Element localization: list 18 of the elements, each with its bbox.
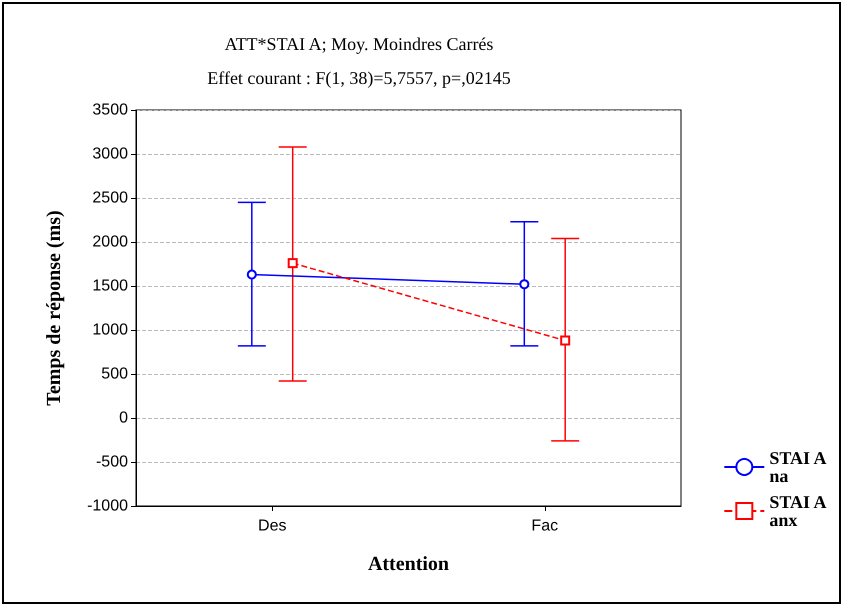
y-tick-label: 2000 — [92, 234, 128, 250]
x-axis-title: Attention — [368, 553, 450, 575]
chart-title: ATT*STAI A; Moy. Moindres Carrés — [224, 34, 494, 54]
y-tick-label: -1000 — [87, 498, 128, 514]
legend-label: STAI A na — [769, 448, 830, 486]
y-axis-title: Temps de réponse (ms) — [43, 210, 65, 406]
x-tick-label: Fac — [531, 518, 558, 534]
y-tick-label: 500 — [101, 366, 128, 382]
y-tick-label: 1500 — [92, 278, 128, 294]
y-tick-label: 0 — [119, 410, 128, 426]
x-tick-label: Des — [258, 518, 286, 534]
chart-subtitle: Effet courant : F(1, 38)=5,7557, p=,02145 — [207, 68, 511, 88]
y-tick-label: 1000 — [92, 322, 128, 338]
legend-label: STAI A anx — [769, 492, 830, 530]
y-tick-label: 3500 — [92, 102, 128, 118]
y-tick-label: -500 — [96, 454, 128, 470]
y-tick-label: 3000 — [92, 146, 128, 162]
y-tick-label: 2500 — [92, 190, 128, 206]
